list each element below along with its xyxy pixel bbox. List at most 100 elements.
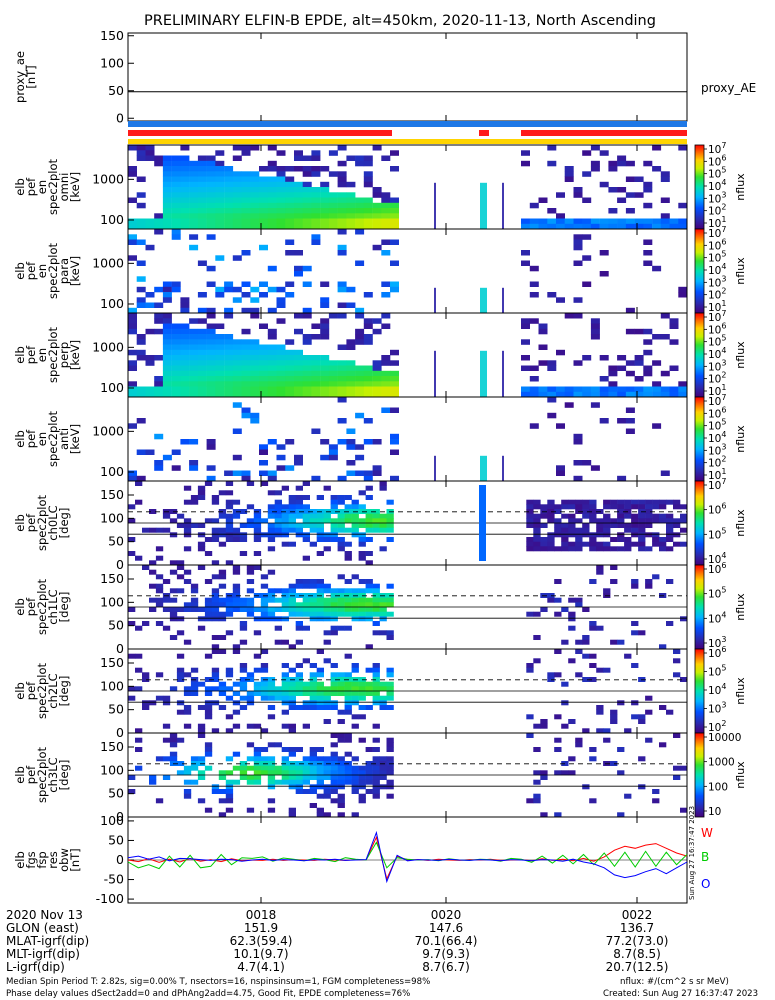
spec-pixel: [311, 213, 321, 219]
spec-pixel: [259, 166, 268, 172]
spec-pixel: [590, 328, 600, 335]
spec-pixel: [171, 171, 181, 177]
panel-4-colorbar-scale: [694, 396, 705, 482]
pa-pixel: [218, 798, 227, 804]
pa-pixel: [288, 691, 296, 696]
pa-pixel: [358, 504, 366, 510]
pa-pixel: [358, 798, 366, 804]
spec-pixel: [390, 376, 399, 382]
pa-pixel: [309, 761, 317, 766]
pa-pixel: [568, 546, 576, 552]
pa-pixel: [337, 593, 345, 598]
pa-pixel: [288, 700, 296, 706]
pa-pixel: [316, 579, 324, 584]
pa-pixel: [267, 569, 276, 575]
fgm-series-B: [127, 841, 688, 870]
pa-pixel: [610, 709, 618, 715]
pa-pixel: [295, 523, 303, 528]
pa-pixel: [288, 602, 296, 608]
pa-pixel: [379, 756, 387, 762]
pa-pixel: [309, 770, 317, 776]
pa-pixel: [211, 574, 220, 580]
spec-pixel: [276, 360, 286, 366]
spec-pixel: [556, 192, 565, 198]
pa-pixel: [176, 737, 185, 743]
pa-pixel: [351, 518, 359, 524]
pa-pixel: [330, 779, 338, 785]
spec-pixel: [276, 444, 286, 450]
panel-4-ylabel-word-0: elb: [13, 430, 27, 448]
spec-pixel: [215, 166, 225, 172]
pa-pixel: [386, 583, 394, 589]
pa-pixel: [176, 574, 185, 580]
panel-8-ylabel-word-2: spec2plot: [35, 746, 49, 803]
pa-pixel: [554, 518, 562, 524]
spec-pixel: [590, 166, 600, 172]
pa-pixel: [610, 714, 618, 720]
pa-pixel: [337, 733, 345, 738]
pa-pixel: [183, 723, 192, 729]
pa-pixel: [533, 504, 541, 510]
pa-pixel: [596, 527, 604, 533]
pa-pixel: [673, 649, 681, 654]
pa-pixel: [330, 733, 338, 738]
spec-pixel: [189, 160, 199, 167]
pa-pixel: [239, 681, 248, 687]
spec-pixel: [171, 449, 181, 455]
spec-pixel: [363, 160, 373, 167]
pa-pixel: [260, 616, 269, 622]
ephem-label-glon: GLON (east): [6, 921, 79, 935]
pa-pixel: [232, 513, 241, 519]
pa-pixel: [568, 541, 576, 547]
pa-pixel: [295, 625, 303, 631]
spec-pixel: [180, 155, 190, 161]
panels: proxy_ae[nT]150100500proxy_AEelbpefenspe…: [13, 28, 756, 906]
spec-pixel: [355, 370, 365, 377]
spec-pixel: [608, 391, 618, 398]
spec-pixel: [128, 307, 137, 314]
spec-pixel: [302, 307, 312, 314]
spec-pixel: [643, 250, 653, 256]
spec-pixel: [678, 218, 688, 224]
spec-pixel: [285, 176, 295, 182]
spec-pixel: [337, 286, 347, 293]
spec-pixel: [180, 208, 190, 214]
pa-pixel: [142, 527, 150, 533]
pa-pixel: [344, 625, 352, 631]
panel-8-ylabel-word-1: pef: [24, 765, 38, 784]
pa-pixel: [666, 621, 674, 626]
pa-pixel: [295, 765, 303, 771]
pa-pixel: [386, 527, 394, 533]
spec-pixel: [232, 176, 242, 182]
spec-pixel: [206, 365, 216, 371]
spec-pixel: [521, 218, 530, 224]
spec-pixel: [337, 250, 347, 256]
spec-pixel: [538, 360, 548, 366]
spec-pixel: [215, 349, 225, 356]
pa-pixel: [204, 611, 213, 617]
spec-pixel: [267, 223, 277, 230]
pa-pixel: [379, 523, 387, 528]
pa-pixel: [568, 597, 576, 603]
spec-pixel: [267, 355, 277, 361]
spec-pixel: [285, 213, 295, 219]
pa-pixel: [386, 765, 394, 771]
pa-pixel: [281, 691, 289, 696]
pa-pixel: [337, 495, 345, 500]
spec-pixel: [189, 244, 199, 251]
spec-pixel: [599, 376, 609, 382]
spec-pixel: [197, 171, 207, 177]
status-bars: [128, 121, 687, 144]
spec-pixel: [285, 376, 295, 382]
pa-pixel: [309, 775, 317, 780]
pa-pixel: [211, 649, 220, 654]
spec-pixel: [346, 181, 356, 188]
pa-pixel: [323, 611, 331, 617]
spec-pixel: [259, 376, 268, 382]
spec-pixel: [136, 276, 146, 282]
pa-pixel: [582, 532, 590, 538]
spec-pixel: [215, 150, 225, 156]
pa-pixel: [232, 723, 241, 729]
spec-pixel: [652, 265, 662, 272]
pa-pixel: [204, 602, 213, 608]
